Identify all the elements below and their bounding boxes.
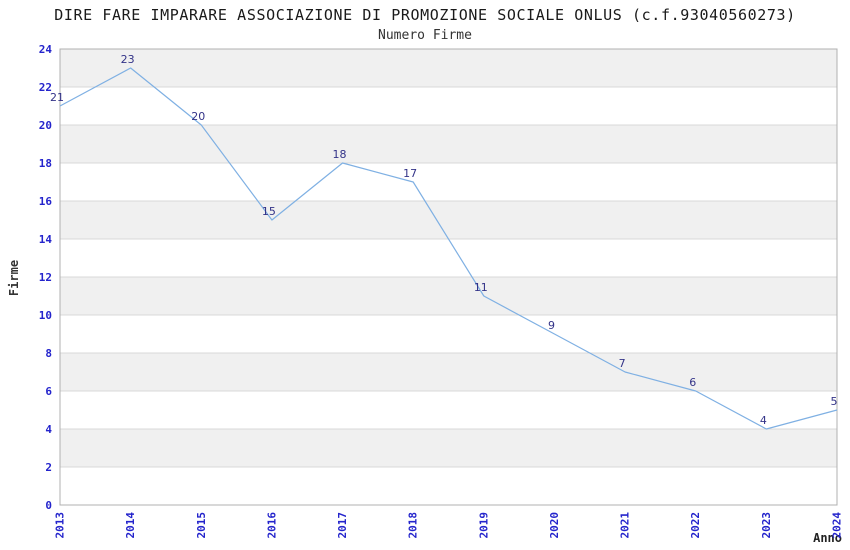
- x-tick-label: 2017: [336, 512, 349, 539]
- plot-band: [60, 467, 837, 505]
- plot-band: [60, 353, 837, 391]
- plot-band: [60, 315, 837, 353]
- plot-band: [60, 239, 837, 277]
- plot-band: [60, 125, 837, 163]
- x-tick-label: 2020: [548, 512, 561, 539]
- chart-title: DIRE FARE IMPARARE ASSOCIAZIONE DI PROMO…: [54, 6, 796, 24]
- data-point-label: 7: [619, 357, 626, 370]
- x-axis-title: Anno: [813, 531, 842, 545]
- plot-band: [60, 163, 837, 201]
- y-tick-label: 4: [45, 423, 52, 436]
- x-tick-label: 2019: [477, 512, 490, 539]
- y-tick-label: 14: [39, 233, 53, 246]
- data-point-label: 17: [403, 167, 417, 180]
- x-tick-label: 2018: [407, 512, 420, 539]
- y-tick-label: 18: [39, 157, 52, 170]
- data-point-label: 15: [262, 205, 276, 218]
- x-tick-label: 2022: [689, 512, 702, 539]
- y-tick-label: 22: [39, 81, 52, 94]
- data-point-label: 9: [548, 319, 555, 332]
- plot-band: [60, 429, 837, 467]
- data-point-label: 21: [50, 91, 64, 104]
- data-point-label: 18: [333, 148, 347, 161]
- plot-band: [60, 391, 837, 429]
- plot-band: [60, 87, 837, 125]
- x-tick-label: 2024: [831, 512, 844, 539]
- data-point-label: 6: [689, 376, 696, 389]
- data-point-label: 23: [121, 53, 135, 66]
- data-point-label: 5: [831, 395, 838, 408]
- y-tick-label: 8: [45, 347, 52, 360]
- data-point-label: 20: [191, 110, 205, 123]
- y-tick-label: 16: [39, 195, 53, 208]
- plot-border: [59, 48, 838, 506]
- plot-band: [60, 277, 837, 315]
- y-tick-label: 0: [45, 499, 52, 512]
- x-tick-label: 2014: [124, 512, 137, 539]
- chart-subtitle: Numero Firme: [378, 28, 472, 43]
- x-tick-label: 2015: [195, 512, 208, 539]
- x-tick-label: 2021: [619, 512, 632, 539]
- y-tick-label: 20: [39, 119, 52, 132]
- y-tick-label: 6: [45, 385, 52, 398]
- series-line: [59, 67, 838, 430]
- y-tick-label: 10: [39, 309, 52, 322]
- y-tick-label: 24: [39, 43, 53, 56]
- y-tick-label: 2: [45, 461, 52, 474]
- data-point-label: 4: [760, 414, 767, 427]
- x-tick-label: 2023: [760, 512, 773, 539]
- plot-band: [60, 201, 837, 239]
- plot-band: [60, 49, 837, 87]
- data-point-label: 11: [474, 281, 488, 294]
- x-tick-label: 2016: [265, 512, 278, 539]
- y-tick-label: 12: [39, 271, 52, 284]
- x-tick-label: 2013: [54, 512, 67, 539]
